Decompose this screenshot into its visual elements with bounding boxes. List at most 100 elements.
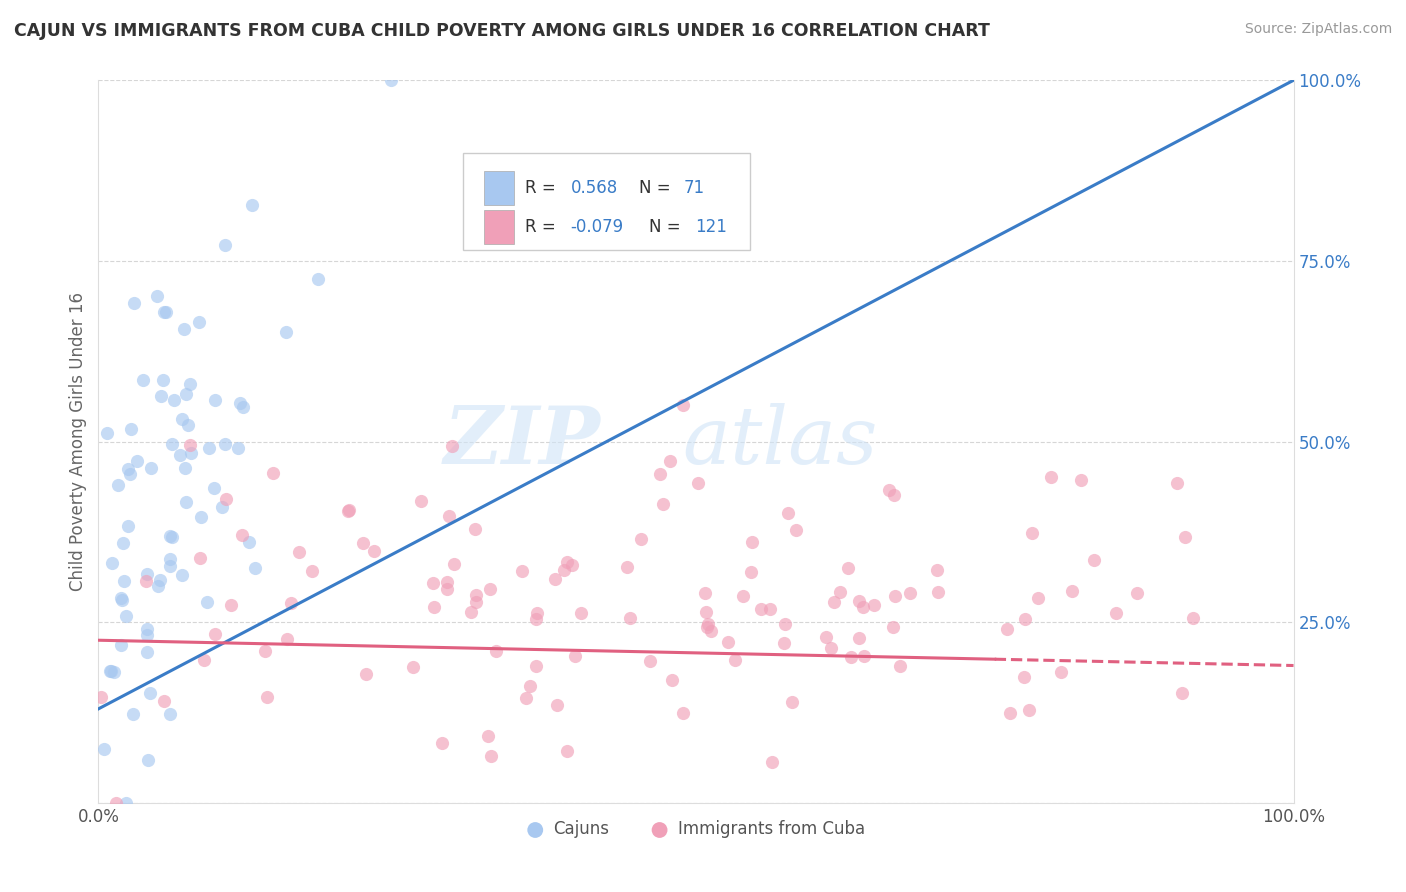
Point (436, 575, 458, 590)
Point (152, 373, 174, 387)
Text: CAJUN VS IMMIGRANTS FROM CUBA CHILD POVERTY AMONG GIRLS UNDER 16 CORRELATION CHA: CAJUN VS IMMIGRANTS FROM CUBA CHILD POVE… (14, 22, 990, 40)
Point (115, 609, 138, 624)
Point (686, 476, 709, 491)
Point (441, 439, 464, 453)
Point (555, 555, 578, 569)
Point (173, 461, 195, 475)
Point (211, 500, 233, 515)
Point (256, 690, 278, 704)
Point (564, 649, 586, 664)
Point (695, 605, 717, 619)
Point (145, 289, 167, 303)
Point (751, 602, 773, 616)
Point (163, 393, 186, 408)
Point (853, 648, 876, 663)
Point (336, 503, 359, 517)
Point (1021, 525, 1043, 540)
Text: -0.079: -0.079 (571, 218, 624, 235)
Point (214, 491, 236, 506)
Point (190, 509, 212, 524)
Point (422, 575, 444, 590)
Point (515, 690, 537, 705)
Point (1174, 530, 1197, 544)
Point (174, 386, 197, 401)
Text: N =: N = (650, 218, 686, 235)
Point (699, 624, 721, 639)
Point (204, 393, 226, 408)
Point (546, 698, 568, 713)
Point (153, 693, 176, 707)
Point (569, 606, 592, 620)
Point (169, 448, 191, 462)
Point (648, 467, 671, 482)
Point (464, 523, 486, 537)
Y-axis label: Child Poverty Among Girls Under 16: Child Poverty Among Girls Under 16 (69, 292, 87, 591)
Point (658, 454, 681, 468)
Point (519, 679, 541, 693)
Point (193, 653, 215, 667)
Text: atlas: atlas (682, 403, 877, 480)
Point (672, 706, 695, 721)
Point (149, 389, 172, 403)
Point (1018, 703, 1040, 717)
Point (437, 509, 460, 524)
Point (280, 596, 302, 610)
Point (862, 598, 884, 612)
Point (998, 706, 1021, 721)
Point (693, 585, 716, 599)
Point (363, 544, 385, 558)
Point (288, 544, 311, 558)
Point (823, 595, 845, 609)
Point (717, 635, 740, 649)
Point (228, 396, 250, 410)
Point (925, 563, 948, 577)
Point (155, 305, 177, 319)
Point (696, 620, 718, 634)
Text: R =: R = (524, 179, 561, 197)
Point (524, 612, 547, 626)
Point (214, 436, 236, 450)
Point (1171, 686, 1194, 700)
Point (120, 422, 142, 436)
Point (149, 574, 172, 588)
Point (138, 685, 160, 699)
Point (110, 638, 132, 652)
Point (1060, 584, 1083, 599)
Point (301, 564, 323, 578)
Point (411, 494, 433, 508)
Point (889, 659, 911, 673)
Point (202, 481, 225, 495)
Point (226, 441, 249, 455)
Point (778, 506, 800, 520)
Point (307, 272, 329, 286)
Point (103, 665, 125, 679)
Point (132, 373, 155, 387)
Point (661, 673, 683, 688)
Point (723, 653, 745, 667)
Point (204, 627, 226, 641)
Point (214, 238, 236, 252)
Point (125, 453, 148, 467)
Point (195, 595, 218, 609)
Point (141, 461, 163, 475)
Text: 71: 71 (685, 179, 706, 197)
Point (120, 467, 142, 481)
Point (1014, 612, 1036, 626)
Point (995, 622, 1018, 636)
Point (238, 535, 260, 549)
Point (464, 595, 486, 609)
Point (1012, 670, 1035, 684)
Point (136, 622, 159, 636)
Point (478, 582, 501, 596)
Point (485, 643, 508, 657)
Point (884, 589, 907, 603)
Point (115, 796, 138, 810)
Point (430, 736, 453, 750)
Text: N =: N = (638, 179, 675, 197)
Point (837, 561, 859, 575)
Point (170, 568, 193, 582)
Point (422, 600, 444, 615)
Point (105, 796, 128, 810)
Point (848, 594, 870, 608)
Point (240, 198, 263, 212)
